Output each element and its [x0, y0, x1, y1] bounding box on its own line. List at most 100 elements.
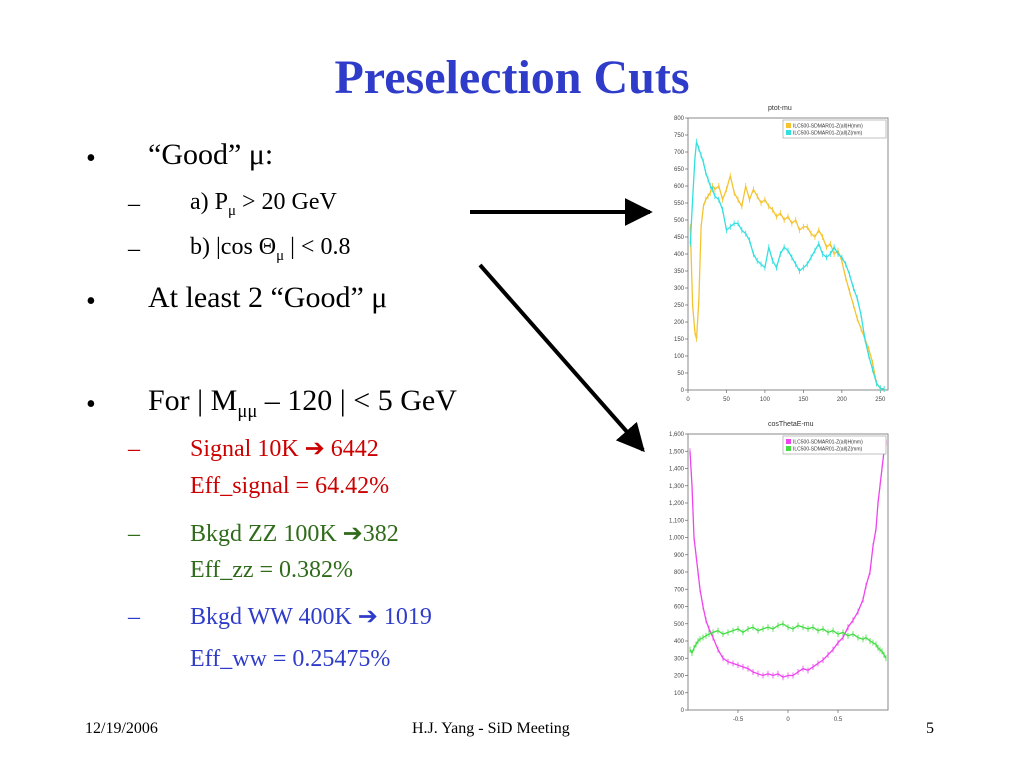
mass-window: – 120 | < 5 GeV	[257, 384, 457, 417]
bullet-dot: •	[86, 389, 96, 420]
footer-center: H.J. Yang - SiD Meeting	[412, 720, 570, 737]
sub-dash: –	[128, 521, 140, 547]
legend-swatch	[786, 439, 791, 444]
signal-after: 6442	[324, 436, 379, 462]
x-tick-label: 0.5	[834, 717, 843, 723]
y-tick-label: 300	[674, 656, 685, 662]
mass-label: For | M	[148, 384, 238, 417]
mu-symbol: μ	[248, 138, 265, 171]
arrow-to-costheta-plot	[478, 263, 645, 453]
y-tick-label: 250	[674, 303, 685, 309]
legend-swatch	[786, 123, 791, 128]
arrow-icon: ➔	[342, 521, 363, 547]
zz-efficiency: Eff_zz = 0.382%	[190, 557, 354, 583]
x-tick-label: 0	[686, 397, 690, 403]
histogram-panel-1: cosThetaE-mu 0 100 200 300 400 500 600 700 800 900…	[669, 421, 889, 723]
ww-count: Bkgd WW 400K ➔ 1019	[190, 602, 432, 631]
cut-a-sub: μ	[228, 202, 236, 219]
y-tick-label: 750	[674, 133, 685, 139]
sub-dash: –	[128, 604, 140, 630]
y-tick-label: 50	[677, 371, 684, 377]
x-tick-label: 250	[875, 397, 886, 403]
y-tick-label: 1,100	[669, 518, 685, 524]
y-tick-label: 150	[674, 337, 685, 343]
y-tick-label: 700	[674, 150, 685, 156]
bullet-good-mu: “Good” μ:	[148, 138, 273, 172]
x-tick-label: 0	[786, 717, 790, 723]
bullet-text: “Good”	[148, 138, 249, 171]
x-tick-label: 100	[760, 397, 771, 403]
cut-b-value: | < 0.8	[284, 234, 351, 260]
histogram-panel-0: ptot-mu050100150200250300350400450500550…	[674, 105, 889, 403]
zz-text: Bkgd ZZ 100K	[190, 521, 343, 547]
y-tick-label: 1,400	[669, 467, 685, 473]
y-tick-label: 1,600	[669, 432, 685, 438]
legend-entry: ILC500-SDMAR01-Z(all)H(mm)	[793, 440, 863, 446]
y-tick-label: 600	[674, 605, 685, 611]
y-tick-label: 450	[674, 235, 685, 241]
ww-text: Bkgd WW 400K	[190, 604, 358, 630]
y-tick-label: 500	[674, 622, 685, 628]
bullet-at-least-2: At least 2 “Good” μ	[148, 281, 388, 314]
legend-swatch	[786, 130, 791, 135]
y-tick-label: 600	[674, 184, 685, 190]
legend-entry: ILC500-SDMAR01-Z(all)Z(mm)	[793, 447, 863, 453]
y-tick-label: 100	[674, 354, 685, 360]
y-tick-label: 900	[674, 553, 685, 559]
y-tick-label: 800	[674, 570, 685, 576]
ww-after: 1019	[377, 604, 432, 630]
x-tick-label: 150	[798, 397, 809, 403]
y-tick-label: 700	[674, 587, 685, 593]
legend-entry: ILC500-SDMAR01-Z(all)H(mm)	[793, 124, 863, 130]
signal-text: Signal 10K	[190, 436, 305, 462]
bullet-colon: :	[264, 138, 274, 171]
legend-swatch	[786, 446, 791, 451]
y-tick-label: 200	[674, 674, 685, 680]
sub-dash: –	[128, 191, 140, 217]
sub-dash: –	[128, 236, 140, 262]
cut-a-value: > 20 GeV	[235, 189, 337, 215]
legend-entry: ILC500-SDMAR01-Z(all)Z(mm)	[793, 131, 863, 137]
y-tick-label: 500	[674, 218, 685, 224]
y-tick-label: 1,000	[669, 536, 685, 542]
mass-sub: μμ	[237, 401, 258, 422]
y-tick-label: 100	[674, 691, 685, 697]
x-tick-label: -0.5	[733, 717, 744, 723]
y-tick-label: 400	[674, 639, 685, 645]
cut-b-sub: μ	[276, 247, 285, 264]
signal-count: Signal 10K ➔ 6442	[190, 434, 379, 463]
footer-page: 5	[926, 720, 934, 737]
signal-efficiency: Eff_signal = 64.42%	[190, 473, 390, 499]
y-tick-label: 1,200	[669, 501, 685, 507]
y-tick-label: 800	[674, 116, 685, 122]
x-tick-label: 200	[837, 397, 848, 403]
y-tick-label: 400	[674, 252, 685, 258]
y-tick-label: 0	[681, 388, 685, 394]
sub-dash: –	[128, 436, 140, 462]
zz-count: Bkgd ZZ 100K ➔382	[190, 519, 399, 548]
arrow-icon: ➔	[357, 604, 378, 630]
plot-frame	[687, 117, 889, 391]
plot-frame	[687, 433, 889, 711]
legend-box	[782, 119, 887, 139]
footer-date: 12/19/2006	[85, 720, 158, 737]
ww-efficiency: Eff_ww = 0.25475%	[190, 646, 391, 672]
y-tick-label: 200	[674, 320, 685, 326]
cut-momentum: a) Pμ > 20 GeV	[190, 189, 337, 220]
zz-after: 382	[362, 521, 399, 547]
y-tick-label: 550	[674, 201, 685, 207]
cut-costheta: b) |cos Θμ | < 0.8	[190, 234, 350, 265]
bullet-dot: •	[86, 143, 96, 174]
y-tick-label: 1,300	[669, 484, 685, 490]
cut-a-label: a) P	[190, 189, 228, 215]
arrow-icon: ➔	[304, 436, 325, 462]
legend-box	[782, 435, 887, 455]
y-tick-label: 1,500	[669, 449, 685, 455]
cut-b-label: b) |cos Θ	[190, 234, 277, 260]
y-tick-label: 0	[681, 708, 685, 714]
plot-title: cosThetaE-mu	[768, 421, 814, 428]
bullet-mass-window: For | Mμμ – 120 | < 5 GeV	[148, 384, 457, 423]
page-title: Preselection Cuts	[334, 51, 690, 104]
